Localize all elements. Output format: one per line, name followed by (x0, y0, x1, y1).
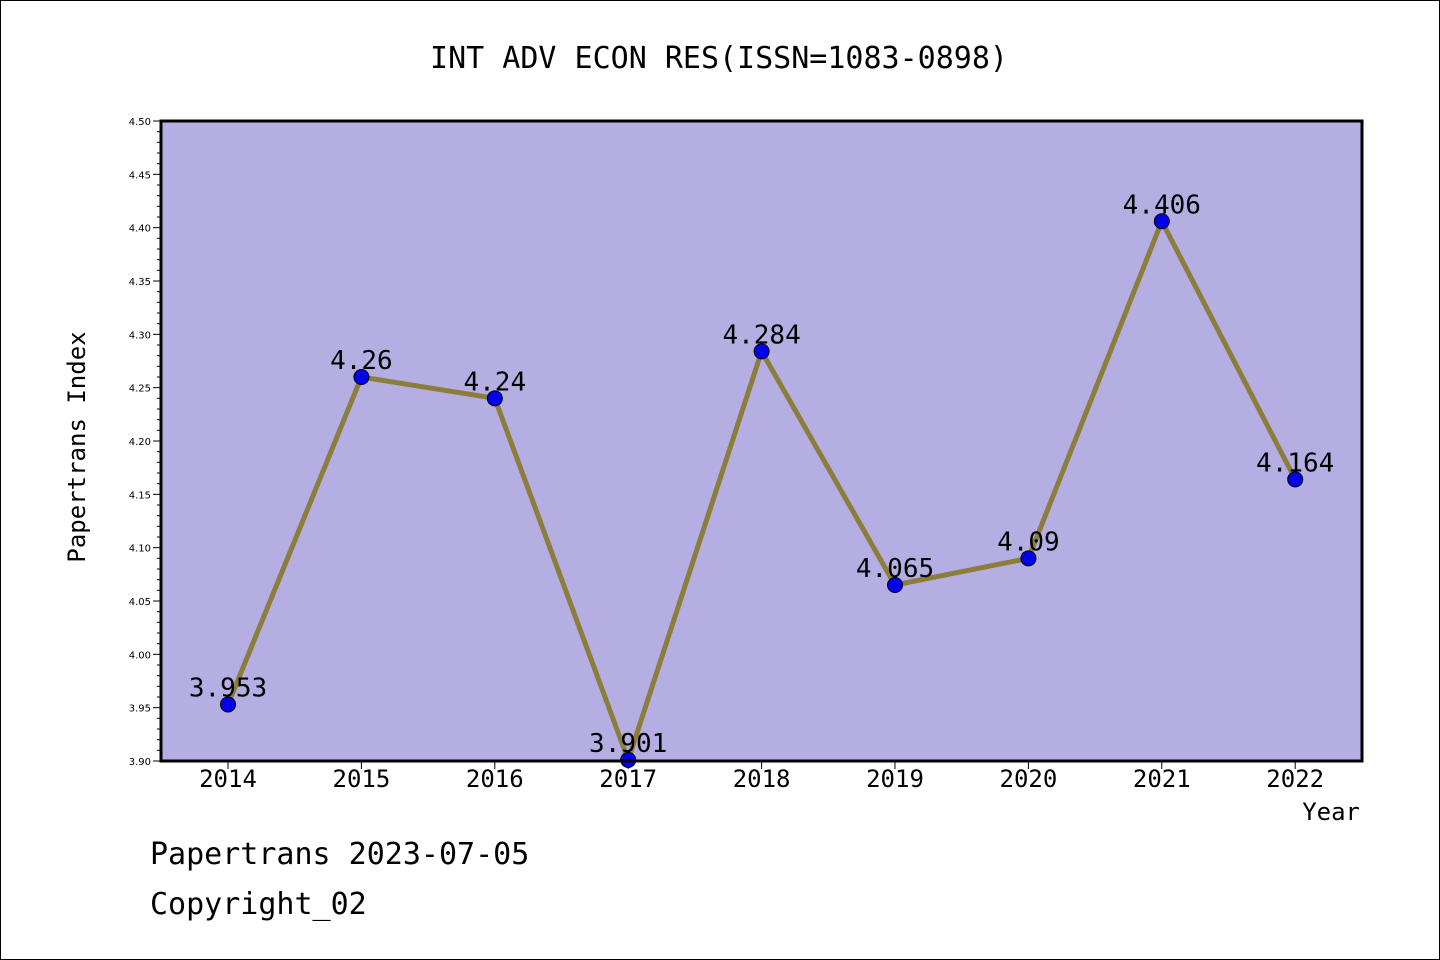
y-tick-label: 4.30 (129, 330, 151, 341)
y-tick-label: 4.20 (129, 437, 151, 448)
data-label: 4.09 (997, 527, 1060, 557)
x-tick-label: 2019 (866, 765, 924, 793)
data-label: 4.065 (856, 554, 934, 584)
y-tick-label: 4.25 (129, 384, 151, 395)
y-axis: 3.90 3.95 4.00 4.05 4.10 4.15 4.20 4.25 4.30 4.35… (129, 117, 161, 768)
x-axis-label: Year (1302, 798, 1360, 826)
data-point (486, 390, 503, 407)
y-tick-label: 4.10 (129, 544, 151, 555)
data-point (220, 696, 236, 713)
y-tick-label: 4.05 (129, 597, 151, 608)
y-tick-label: 4.15 (129, 490, 151, 501)
y-tick-label: 4.00 (129, 650, 151, 661)
y-axis-label: Papertrans Index (63, 331, 91, 562)
x-tick-label: 2022 (1266, 765, 1324, 793)
y-tick-label: 4.35 (129, 277, 151, 288)
data-label: 3.901 (589, 729, 667, 759)
x-tick-label: 2015 (333, 765, 391, 793)
y-tick-label: 4.50 (129, 117, 151, 128)
footer-date: Papertrans 2023-07-05 (150, 837, 529, 872)
data-label: 3.953 (189, 673, 267, 703)
data-label: 4.284 (722, 320, 800, 350)
data-label: 4.164 (1256, 448, 1334, 478)
data-label: 4.406 (1123, 190, 1201, 220)
data-point (1287, 471, 1304, 488)
series-group (220, 213, 1304, 768)
x-tick-label: 2020 (1000, 765, 1058, 793)
x-tick-label: 2014 (199, 765, 257, 793)
x-tick-label: 2018 (733, 765, 791, 793)
data-point (887, 577, 903, 593)
data-label: 4.26 (330, 346, 393, 376)
x-tick-label: 2016 (466, 765, 524, 793)
y-tick-label: 4.40 (129, 224, 151, 235)
data-labels: 3.953 4.26 4.24 3.901 4.284 4.065 4.09 4.406 4.1… (189, 190, 1334, 759)
data-point (353, 369, 370, 385)
footer-copyright: Copyright_02 (150, 887, 367, 922)
plot-frame (159, 119, 1364, 763)
data-label: 4.24 (463, 367, 526, 397)
x-tick-label: 2017 (599, 765, 657, 793)
y-tick-label: 3.90 (129, 757, 151, 768)
x-tick-label: 2021 (1133, 765, 1191, 793)
y-tick-label: 4.45 (129, 170, 151, 181)
x-axis: 2014 2015 2016 2017 2018 2019 2020 2021 2022 (199, 761, 1324, 793)
y-tick-label: 3.95 (129, 704, 151, 715)
chart-title: INT ADV ECON RES(ISSN=1083-0898) (430, 41, 1008, 76)
data-point (753, 343, 770, 360)
data-point (1153, 213, 1170, 230)
data-point (1020, 550, 1037, 567)
